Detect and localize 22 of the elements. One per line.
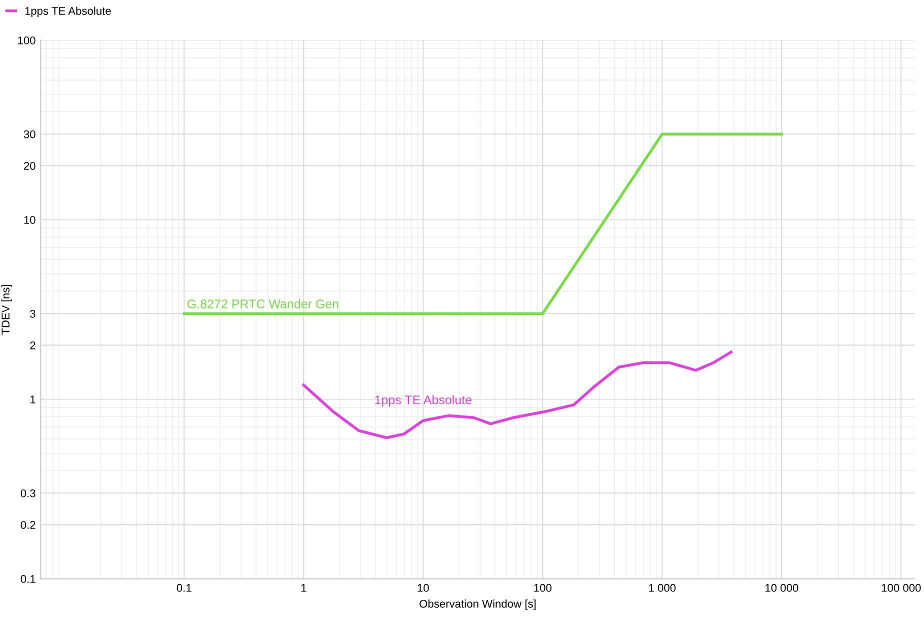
x-tick-label: 100 bbox=[534, 584, 552, 592]
y-tick-label: 1 bbox=[30, 396, 36, 404]
legend-label: 1pps TE Absolute bbox=[25, 6, 111, 18]
y-tick-label: 3 bbox=[30, 310, 36, 318]
y-tick-label: 100 bbox=[18, 36, 36, 44]
x-tick-label: 10 bbox=[418, 584, 429, 592]
x-tick-label: 1 000 bbox=[649, 584, 676, 592]
y-tick-label: 30 bbox=[24, 130, 36, 138]
annotation: G.8272 PRTC Wander Gen bbox=[188, 299, 338, 308]
x-tick-label: 0.1 bbox=[176, 584, 192, 592]
x-tick-label: 10 000 bbox=[766, 584, 798, 592]
y-axis-title: TDEV [ns] bbox=[1, 284, 12, 335]
y-tick-label: 0.1 bbox=[20, 575, 36, 583]
x-tick-label: 1 bbox=[301, 584, 306, 592]
x-tick-label: 100 000 bbox=[882, 584, 921, 592]
x-axis-title: Observation Window [s] bbox=[420, 600, 536, 610]
y-tick-label: 2 bbox=[30, 341, 36, 350]
y-tick-label: 10 bbox=[24, 216, 36, 224]
annotation: 1pps TE Absolute bbox=[375, 395, 472, 407]
y-tick-label: 0.2 bbox=[20, 520, 36, 529]
y-tick-label: 20 bbox=[24, 162, 36, 170]
y-tick-label: 0.3 bbox=[20, 489, 36, 498]
